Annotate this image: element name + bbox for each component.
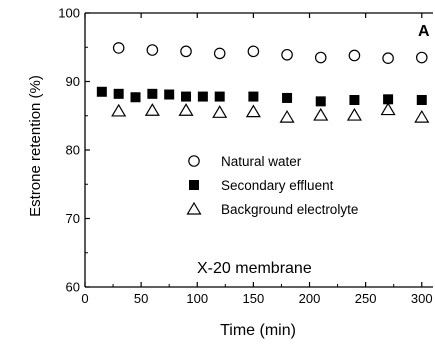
data-point: [414, 109, 430, 123]
data-point: [383, 94, 394, 105]
y-tick-label: 70: [66, 211, 80, 226]
data-point: [248, 91, 259, 102]
legend-marker: [186, 201, 202, 215]
data-point: [146, 44, 159, 56]
data-point: [164, 89, 175, 100]
series-0: [112, 42, 428, 65]
data-point: [281, 48, 293, 61]
data-point: [282, 92, 293, 103]
data-point: [197, 91, 208, 102]
series-1: [96, 86, 427, 107]
x-tick-label: 150: [243, 291, 265, 306]
data-point: [314, 51, 327, 64]
data-point: [181, 91, 192, 102]
data-marks: [96, 42, 430, 123]
data-point: [416, 94, 427, 105]
data-point: [144, 103, 160, 116]
y-tick-label: 80: [66, 143, 80, 158]
data-point: [96, 86, 107, 97]
data-point: [112, 42, 125, 54]
x-axis-label: Time (min): [220, 322, 296, 339]
y-tick-label: 100: [58, 6, 80, 21]
axes: 0 50 100 150 200 250 300 60 70 80 90 100: [58, 6, 433, 306]
x-tick-label: 300: [411, 291, 433, 306]
data-point: [130, 92, 141, 103]
data-point: [313, 107, 329, 121]
legend: Natural water Secondary effluent Backgroun…: [186, 154, 358, 217]
membrane-annotation: X-20 membrane: [197, 260, 312, 277]
y-tick-label: 90: [66, 74, 80, 89]
legend-marker: [188, 155, 200, 167]
data-point: [111, 103, 127, 117]
data-point: [346, 107, 362, 121]
series-2: [111, 102, 430, 123]
legend-label: Natural water: [221, 154, 302, 169]
data-point: [380, 102, 396, 116]
data-point: [382, 52, 394, 65]
legend-label: Secondary effluent: [221, 178, 334, 193]
data-point: [178, 103, 194, 116]
data-point: [213, 47, 226, 60]
x-tick-label: 200: [299, 291, 321, 306]
legend-label: Background electrolyte: [221, 202, 358, 217]
x-tick-label: 0: [81, 291, 88, 306]
data-point: [315, 96, 326, 107]
data-point: [245, 104, 261, 118]
data-point: [349, 94, 360, 105]
data-point: [180, 45, 192, 58]
data-point: [247, 45, 260, 58]
data-point: [348, 49, 361, 62]
data-point: [214, 91, 225, 102]
data-point: [113, 88, 124, 99]
y-tick-label: 60: [66, 280, 80, 295]
data-point: [147, 88, 158, 99]
data-point: [279, 109, 295, 123]
x-tick-label: 50: [134, 291, 148, 306]
x-tick-label: 100: [186, 291, 208, 306]
y-axis-label: Estrone retention (%): [27, 75, 44, 217]
x-tick-label: 250: [355, 291, 377, 306]
legend-marker: [189, 180, 199, 190]
panel-label: A: [418, 23, 430, 40]
data-point: [212, 105, 228, 118]
data-point: [415, 51, 428, 64]
